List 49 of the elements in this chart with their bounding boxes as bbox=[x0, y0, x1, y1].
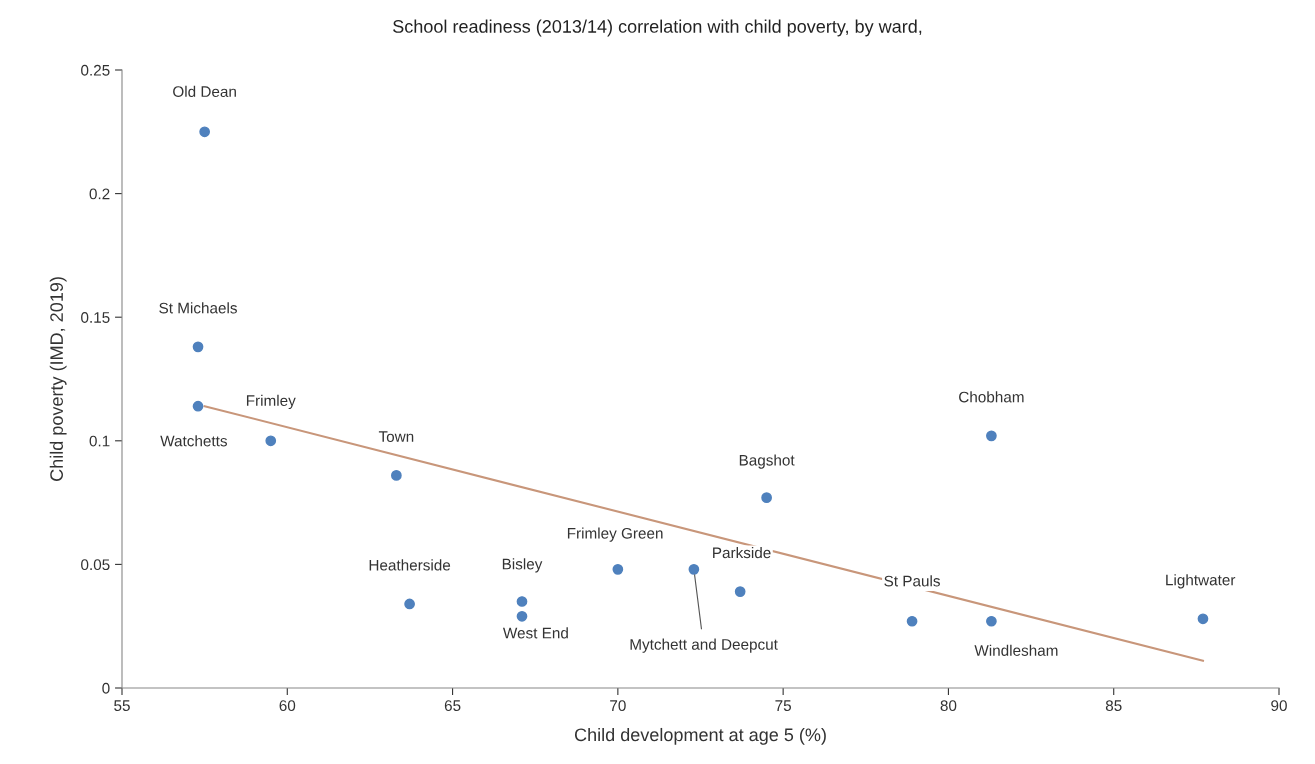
annotation: Frimley Green bbox=[567, 527, 663, 542]
point bbox=[1197, 613, 1209, 625]
point bbox=[986, 615, 997, 627]
annotation: Old Dean bbox=[173, 85, 236, 98]
point bbox=[199, 126, 210, 138]
annotation: Parkside bbox=[713, 546, 771, 559]
point bbox=[192, 400, 204, 412]
x-tick-label: 85 bbox=[1105, 700, 1122, 712]
x-tick-label: 75 bbox=[775, 700, 791, 712]
point bbox=[391, 470, 402, 481]
y-tick-label: 0.15 bbox=[81, 312, 110, 323]
x-tick-label: 60 bbox=[279, 700, 296, 712]
point bbox=[265, 435, 277, 447]
annotation: West End bbox=[502, 627, 568, 639]
point bbox=[516, 596, 528, 607]
point bbox=[906, 615, 918, 627]
annotation: Town bbox=[378, 431, 414, 443]
point bbox=[404, 598, 415, 610]
annotation: Windlesham bbox=[974, 644, 1058, 656]
annotation: Chobham bbox=[959, 391, 1024, 403]
x-axis-title: Child development at age 5 (%) bbox=[574, 727, 826, 745]
y-tick-label: 0 bbox=[102, 682, 110, 694]
point bbox=[986, 430, 997, 442]
x-tick-label: 90 bbox=[1271, 700, 1287, 712]
chart-title: School readiness (2013/14) correlation with child poverty, by ward, bbox=[393, 19, 922, 37]
point bbox=[612, 563, 624, 575]
point bbox=[688, 563, 700, 575]
point bbox=[761, 492, 772, 504]
x-tick-label: 70 bbox=[610, 700, 626, 712]
annotation: St Michaels bbox=[159, 302, 237, 314]
x-tick-label: 55 bbox=[114, 700, 130, 712]
annotation: Mytchett and Deepcut bbox=[630, 638, 778, 653]
annotation: Bagshot bbox=[739, 454, 795, 469]
y-tick-label: 0.1 bbox=[89, 435, 110, 447]
annotation: Watchetts bbox=[160, 435, 227, 447]
annotation: Bisley bbox=[502, 558, 543, 573]
annotation: Heatherside bbox=[369, 559, 451, 571]
annotation: Frimley bbox=[246, 394, 296, 410]
y-tick-label: 0.25 bbox=[81, 64, 110, 76]
point bbox=[192, 341, 204, 353]
x-tick-label: 65 bbox=[444, 700, 461, 712]
point bbox=[516, 610, 528, 622]
y-tick-label: 0.05 bbox=[81, 559, 110, 571]
y-tick-label: 0.2 bbox=[89, 188, 110, 200]
annotation: St Pauls bbox=[884, 575, 940, 587]
y-axis-title: Child poverty (IMD, 2019) bbox=[49, 277, 67, 481]
point bbox=[734, 586, 746, 597]
x-tick-label: 80 bbox=[940, 700, 957, 712]
annotation: Lightwater bbox=[1166, 574, 1236, 589]
